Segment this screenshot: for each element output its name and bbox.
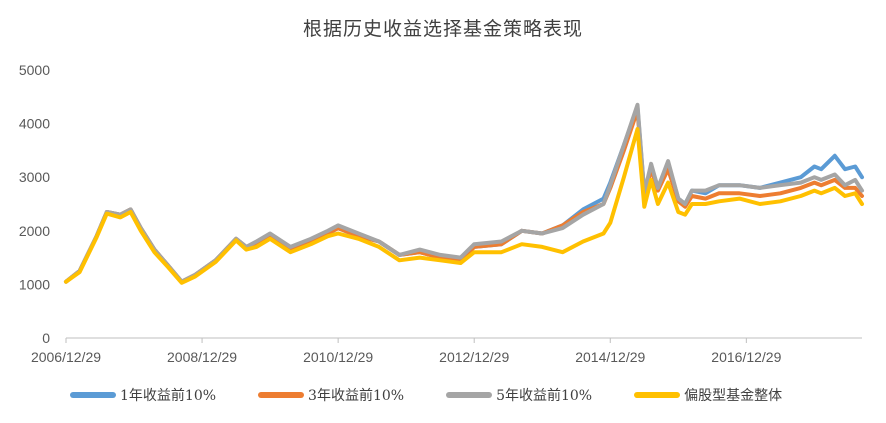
y-axis: 0 1000 2000 3000 4000 5000 — [19, 62, 50, 346]
chart-legend: 1年收益前10% 3年收益前10% 5年收益前10% 偏股型基金整体 — [70, 384, 870, 406]
x-tick-label: 2006/12/29 — [31, 349, 101, 365]
legend-label: 3年收益前10% — [308, 388, 405, 404]
y-tick-label: 0 — [42, 330, 50, 346]
y-tick-label: 2000 — [19, 223, 50, 239]
x-tick-label: 2010/12/29 — [303, 349, 373, 365]
legend-swatch — [446, 392, 493, 398]
legend-item-1: 1年收益前10% — [70, 385, 216, 405]
y-tick-label: 1000 — [19, 276, 50, 292]
legend-label: 1年收益前10% — [120, 388, 217, 404]
x-tick-label: 2008/12/29 — [167, 349, 237, 365]
y-tick-label: 3000 — [19, 169, 50, 185]
legend-swatch — [70, 392, 116, 398]
line-chart: 0 1000 2000 3000 4000 5000 2006/12/29 2008/12/… — [19, 62, 864, 365]
legend-label: 偏股型基金整体 — [684, 388, 783, 404]
legend-item-3: 5年收益前10% — [446, 385, 592, 405]
series-lines — [64, 102, 864, 285]
series-line-4 — [64, 127, 864, 285]
legend-label: 5年收益前10% — [496, 388, 593, 404]
chart-title: 根据历史收益选择基金策略表现 — [302, 18, 583, 40]
x-tick-label: 2016/12/29 — [711, 349, 781, 365]
legend-swatch — [634, 392, 681, 398]
x-tick-label: 2014/12/29 — [575, 349, 645, 365]
legend-item-2: 3年收益前10% — [258, 385, 404, 405]
legend-swatch — [258, 392, 305, 398]
legend-item-4: 偏股型基金整体 — [634, 385, 782, 405]
y-tick-label: 5000 — [19, 62, 50, 78]
x-tick-label: 2012/12/29 — [439, 349, 509, 365]
x-axis: 2006/12/29 2008/12/29 2010/12/29 2012/12/29… — [31, 337, 862, 365]
y-tick-label: 4000 — [19, 116, 50, 132]
